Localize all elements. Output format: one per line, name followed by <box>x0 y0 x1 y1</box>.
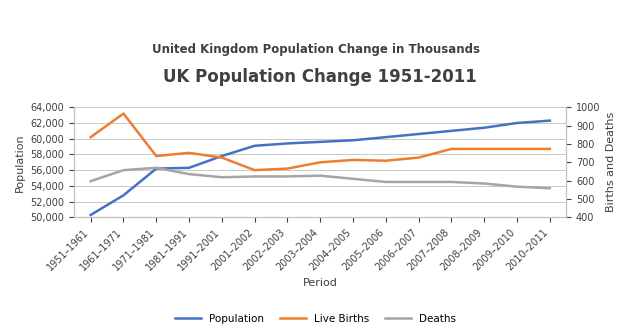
Deaths <box>415 180 422 184</box>
Population <box>251 144 259 148</box>
Deaths <box>382 180 389 184</box>
Population <box>546 119 553 123</box>
Population <box>350 138 357 142</box>
Population <box>480 126 488 130</box>
Population <box>447 129 455 133</box>
Y-axis label: Births and Deaths: Births and Deaths <box>606 112 616 212</box>
Live Births <box>87 135 95 139</box>
Deaths <box>546 186 553 190</box>
Y-axis label: Population: Population <box>15 133 25 191</box>
Population <box>153 166 160 170</box>
Deaths <box>87 179 95 183</box>
Population <box>415 132 422 136</box>
Title: UK Population Change 1951-2011: UK Population Change 1951-2011 <box>163 68 477 86</box>
Live Births <box>513 147 521 151</box>
Text: United Kingdom Population Change in Thousands: United Kingdom Population Change in Thou… <box>151 43 480 56</box>
Population <box>218 154 226 158</box>
Deaths <box>513 185 521 189</box>
Population <box>87 213 95 217</box>
Deaths <box>317 174 324 178</box>
Live Births <box>447 147 455 151</box>
Live Births <box>350 158 357 162</box>
X-axis label: Period: Period <box>303 278 338 288</box>
Population <box>513 121 521 125</box>
Live Births <box>546 147 553 151</box>
Live Births <box>284 166 292 170</box>
Line: Deaths: Deaths <box>91 168 550 188</box>
Deaths <box>350 177 357 181</box>
Live Births <box>186 151 193 155</box>
Deaths <box>218 175 226 179</box>
Population <box>186 166 193 170</box>
Live Births <box>480 147 488 151</box>
Live Births <box>382 159 389 163</box>
Deaths <box>153 166 160 170</box>
Line: Live Births: Live Births <box>91 114 550 170</box>
Deaths <box>120 168 127 172</box>
Deaths <box>447 180 455 184</box>
Population <box>284 142 292 146</box>
Population <box>120 193 127 197</box>
Live Births <box>218 156 226 160</box>
Live Births <box>120 112 127 116</box>
Live Births <box>251 168 259 172</box>
Deaths <box>186 172 193 176</box>
Legend: Population, Live Births, Deaths: Population, Live Births, Deaths <box>170 309 461 328</box>
Live Births <box>415 156 422 160</box>
Deaths <box>284 174 292 178</box>
Live Births <box>153 154 160 158</box>
Population <box>317 140 324 144</box>
Deaths <box>480 181 488 185</box>
Deaths <box>251 174 259 178</box>
Line: Population: Population <box>91 121 550 215</box>
Population <box>382 135 389 139</box>
Live Births <box>317 160 324 164</box>
